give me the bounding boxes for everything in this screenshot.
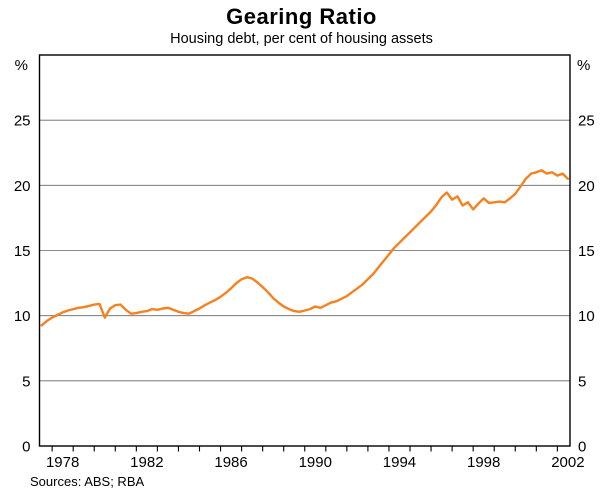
y-tick-label-right-10: 10	[578, 308, 595, 325]
y-tick-label-left-5: 5	[22, 373, 30, 390]
x-tick-label-2002: 2002	[551, 454, 584, 471]
x-tick-label-1990: 1990	[299, 454, 332, 471]
y-tick-label-right-20: 20	[578, 178, 595, 195]
y-tick-label-right-0: 0	[578, 439, 586, 456]
y-tick-label-left-25: 25	[14, 113, 31, 130]
y-tick-label-right-15: 15	[578, 243, 595, 260]
chart-title: Gearing Ratio	[226, 4, 377, 29]
x-tick-label-1998: 1998	[467, 454, 500, 471]
y-tick-label-left-20: 20	[14, 178, 31, 195]
x-tick-label-1986: 1986	[214, 454, 247, 471]
y-tick-label-left-15: 15	[14, 243, 31, 260]
y-tick-label-right-25: 25	[578, 113, 595, 130]
y-tick-label-left-10: 10	[14, 308, 31, 325]
y-axis-unit-left: %	[14, 57, 28, 74]
x-tick-label-1982: 1982	[130, 454, 163, 471]
y-tick-label-right-5: 5	[578, 373, 586, 390]
x-tick-label-1978: 1978	[46, 454, 79, 471]
data-line-gearing-ratio	[40, 169, 570, 327]
sources-note: Sources: ABS; RBA	[30, 474, 145, 489]
y-axis-unit-right: %	[577, 57, 591, 74]
x-tick-label-1994: 1994	[383, 454, 416, 471]
plot-frame	[38, 54, 571, 447]
chart-subtitle: Housing debt, per cent of housing assets	[170, 31, 433, 47]
y-tick-label-left-0: 0	[22, 439, 30, 456]
